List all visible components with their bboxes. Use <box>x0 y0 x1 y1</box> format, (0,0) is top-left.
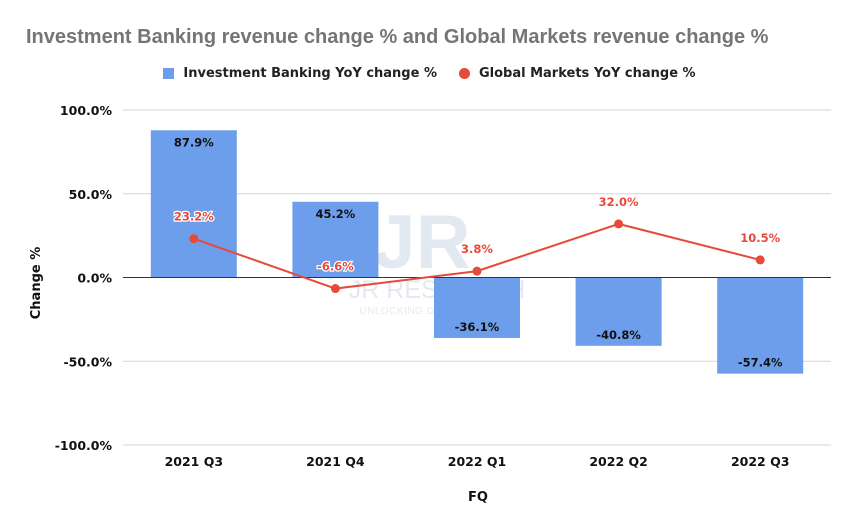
legend-item-global-markets[interactable]: Global Markets YoY change % <box>458 66 696 81</box>
bar-data-label: 87.9% <box>174 135 214 149</box>
line-point <box>755 255 765 265</box>
line-point <box>472 266 482 276</box>
y-tick-label: -100.0% <box>55 438 113 453</box>
bar-data-label: -40.8% <box>596 328 641 342</box>
line-data-labels: 23.2% -6.6% 3.8% 32.0% 10.5% <box>173 194 782 275</box>
line-point <box>330 284 340 294</box>
gridlines <box>123 109 831 446</box>
bar <box>292 201 379 278</box>
line-data-label: 10.5% <box>740 231 780 245</box>
bar-data-label: 45.2% <box>315 207 355 221</box>
x-axis-label: FQ <box>468 490 488 505</box>
y-axis-label: Change % <box>29 247 44 320</box>
bar-data-label: -57.4% <box>738 356 783 370</box>
bar <box>434 277 520 338</box>
line-point <box>189 234 199 244</box>
legend-label-global-markets: Global Markets YoY change % <box>478 66 696 81</box>
y-tick-label: 0.0% <box>77 271 112 286</box>
line-data-label: 23.2% <box>174 210 214 224</box>
line-data-label: 32.0% <box>599 195 639 209</box>
y-tick-label: -50.0% <box>63 354 112 369</box>
x-tick-label: 2022 Q1 <box>448 454 506 469</box>
legend-dot-swatch <box>458 68 470 79</box>
x-axis-ticks: 2021 Q3 2021 Q4 2022 Q1 2022 Q2 2022 Q3 <box>165 454 790 469</box>
chart-legend: Investment Banking YoY change % Global M… <box>0 66 859 81</box>
x-tick-label: 2021 Q3 <box>165 454 223 469</box>
y-tick-label: 50.0% <box>69 187 113 202</box>
bar <box>575 277 662 346</box>
y-axis-ticks: 100.0% 50.0% 0.0% -50.0% -100.0% <box>55 103 113 453</box>
line-data-label: -6.6% <box>317 260 354 274</box>
x-tick-label: 2022 Q2 <box>589 454 647 469</box>
x-tick-label: 2022 Q3 <box>731 454 789 469</box>
line-series <box>189 219 765 294</box>
y-tick-label: 100.0% <box>60 103 113 118</box>
line-point <box>614 219 624 229</box>
x-tick-label: 2021 Q4 <box>306 454 365 469</box>
bar-data-label: -36.1% <box>455 320 500 334</box>
line-data-label: 3.8% <box>461 242 493 256</box>
bar <box>150 130 237 278</box>
legend-bar-swatch <box>163 68 175 79</box>
bar <box>717 277 804 374</box>
legend-item-investment-banking[interactable]: Investment Banking YoY change % <box>163 66 437 81</box>
legend-label-investment-banking: Investment Banking YoY change % <box>183 66 437 81</box>
chart-title: Investment Banking revenue change % and … <box>26 26 769 48</box>
bar-data-labels: 87.9% 45.2% -36.1% -40.8% -57.4% <box>174 135 783 369</box>
watermark-logo: JR <box>373 200 470 285</box>
bar-series <box>150 130 804 374</box>
